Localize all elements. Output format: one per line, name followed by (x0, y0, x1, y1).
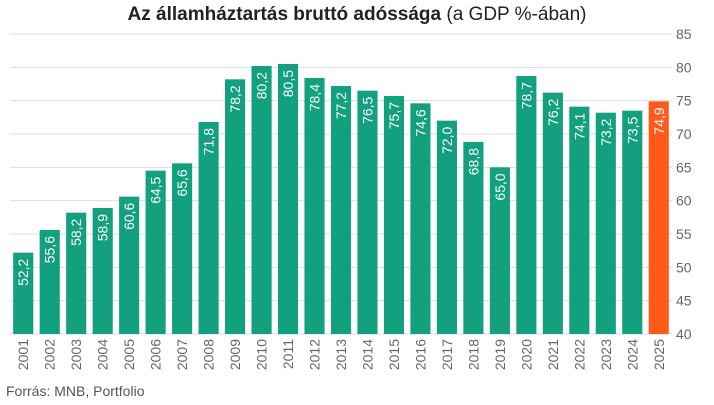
data-label-2012: 78,4 (307, 84, 323, 111)
data-label-2015: 75,7 (386, 102, 402, 129)
y-tick-label: 85 (676, 26, 692, 42)
bar-2010 (251, 66, 272, 334)
bar-2001 (13, 252, 34, 334)
data-label-2008: 71,8 (201, 128, 217, 155)
data-label-2022: 74,1 (571, 112, 587, 139)
data-label-2023: 73,2 (598, 118, 614, 145)
y-tick-label: 55 (676, 226, 692, 242)
bar-2009 (225, 79, 246, 334)
x-tick-label-2011: 2011 (280, 339, 296, 369)
x-axis-ticks: 2001 2002 2003 2004 2005 2006 2007 2008 2009 2010… (15, 339, 667, 370)
x-tick-label-2021: 2021 (545, 339, 561, 370)
data-label-2009: 78,2 (227, 85, 243, 112)
data-label-2010: 80,2 (254, 72, 270, 99)
x-tick-label-2023: 2023 (598, 339, 614, 370)
x-tick-label-2015: 2015 (386, 339, 402, 370)
chart-subtitle: (a GDP %-ában) (446, 4, 587, 25)
y-tick-label: 75 (676, 93, 692, 109)
source-note: Forrás: MNB, Portfolio (6, 383, 145, 399)
x-tick-label-2010: 2010 (254, 339, 270, 370)
data-label-2005: 60,6 (121, 202, 137, 229)
data-label-2004: 58,9 (95, 214, 111, 241)
data-label-2014: 76,5 (359, 96, 375, 123)
data-label-2021: 76,2 (545, 98, 561, 125)
x-tick-label-2013: 2013 (333, 339, 349, 370)
bar-2017 (436, 120, 457, 335)
data-label-2002: 55,6 (42, 236, 58, 263)
x-tick-label-2003: 2003 (68, 339, 84, 370)
x-tick-label-2020: 2020 (518, 339, 534, 370)
y-tick-label: 70 (676, 126, 692, 142)
data-label-2001: 52,2 (15, 258, 31, 285)
data-label-2013: 77,2 (333, 92, 349, 119)
bar-2012 (304, 78, 325, 334)
y-tick-label: 80 (676, 59, 692, 75)
data-labels: 52,2 55,6 58,2 58,9 60,6 64,5 65,6 71,8 78,2 80,2… (15, 70, 667, 286)
data-label-2019: 65,0 (492, 173, 508, 200)
data-label-2016: 74,6 (412, 109, 428, 136)
data-label-2020: 78,7 (518, 82, 534, 109)
bar-2016 (410, 103, 431, 334)
x-tick-label-2018: 2018 (465, 339, 481, 370)
y-tick-label: 65 (676, 159, 692, 175)
bar-2002 (39, 230, 60, 334)
data-label-2025: 74,9 (651, 107, 667, 134)
data-label-2011: 80,5 (280, 70, 296, 97)
data-label-2017: 72,0 (439, 126, 455, 153)
bar-2021 (542, 92, 563, 335)
data-label-2006: 64,5 (148, 176, 164, 203)
data-label-2024: 73,5 (624, 116, 640, 143)
x-tick-label-2025: 2025 (651, 339, 667, 370)
bar-2022 (569, 106, 590, 335)
data-label-2007: 65,6 (174, 169, 190, 196)
bar-2005 (119, 196, 140, 334)
bar-2014 (357, 90, 378, 335)
bar-2025 (648, 101, 669, 334)
x-tick-label-2005: 2005 (121, 339, 137, 370)
x-tick-label-2012: 2012 (307, 339, 323, 370)
y-tick-label: 50 (676, 259, 692, 275)
bar-2019 (489, 167, 510, 334)
bar-2007 (172, 163, 193, 334)
bar-2023 (595, 112, 616, 335)
bar-2006 (145, 170, 166, 334)
bars (13, 64, 669, 335)
x-tick-label-2016: 2016 (412, 339, 428, 370)
x-tick-label-2019: 2019 (492, 339, 508, 370)
x-tick-label-2008: 2008 (201, 339, 217, 370)
bar-2004 (92, 208, 113, 334)
data-label-2018: 68,8 (465, 148, 481, 175)
x-tick-label-2009: 2009 (227, 339, 243, 370)
y-tick-label: 45 (676, 293, 692, 309)
x-tick-label-2017: 2017 (439, 339, 455, 370)
y-axis-ticks: 40 45 50 55 60 65 70 75 80 85 (676, 26, 692, 342)
data-label-2003: 58,2 (68, 218, 84, 245)
x-tick-label-2022: 2022 (571, 339, 587, 370)
bar-2013 (330, 86, 352, 334)
chart-title: Az államháztartás bruttó adóssága (a GDP… (0, 4, 714, 26)
x-tick-label-2001: 2001 (15, 339, 31, 370)
bar-2011 (277, 64, 299, 334)
bar-2020 (516, 76, 537, 334)
x-tick-label-2006: 2006 (148, 339, 164, 370)
chart-title-main: Az államháztartás bruttó adóssága (127, 4, 442, 25)
x-tick-label-2007: 2007 (174, 339, 190, 370)
bar-2024 (622, 110, 643, 335)
bar-2018 (463, 142, 484, 334)
bar-2015 (383, 96, 405, 334)
x-tick-label-2014: 2014 (359, 339, 375, 370)
x-tick-label-2002: 2002 (42, 339, 58, 370)
x-tick-label-2024: 2024 (624, 339, 640, 370)
x-tick-label-2004: 2004 (95, 339, 111, 370)
y-tick-label: 60 (676, 193, 692, 209)
bar-2008 (198, 122, 219, 334)
bar-2003 (66, 212, 87, 334)
y-tick-label: 40 (676, 326, 692, 342)
